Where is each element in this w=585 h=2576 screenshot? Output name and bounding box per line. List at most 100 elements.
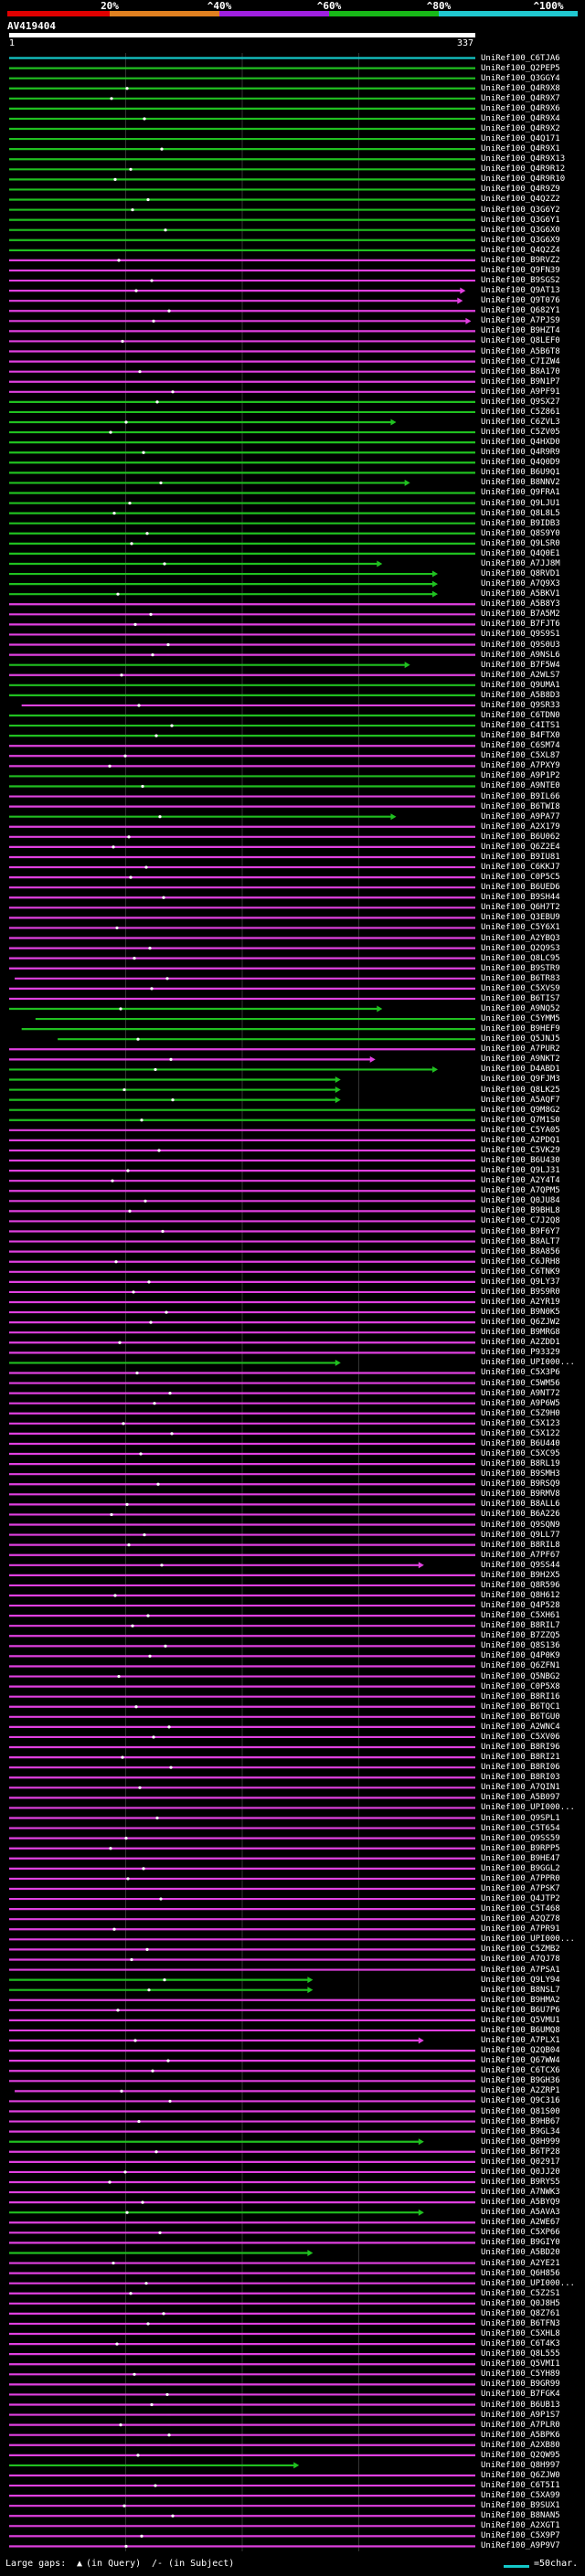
hit-label[interactable]: UniRef100_B6TFN3 (481, 2318, 560, 2328)
hit-label[interactable]: UniRef100_C6JRH8 (481, 1256, 560, 1267)
hit-label[interactable]: UniRef100_B6U062 (481, 832, 560, 842)
hit-label[interactable]: UniRef100_A2ZDD1 (481, 1338, 560, 1348)
hit-label[interactable]: UniRef100_Q4JTP2 (481, 1894, 560, 1904)
hit-label[interactable]: UniRef100_Q8Z761 (481, 2308, 560, 2318)
hit-label[interactable]: UniRef100_Q6H856 (481, 2268, 560, 2278)
hit-label[interactable]: UniRef100_B9SH44 (481, 893, 560, 903)
hit-label[interactable]: UniRef100_Q5VMI1 (481, 2359, 560, 2369)
hit-label[interactable]: UniRef100_Q8LEF0 (481, 336, 560, 346)
hit-label[interactable]: UniRef100_Q7M1S0 (481, 1115, 560, 1125)
hit-label[interactable]: UniRef100_B9HB67 (481, 2116, 560, 2126)
hit-label[interactable]: UniRef100_B6U9Q1 (481, 468, 560, 478)
hit-label[interactable]: UniRef100_D4ABD1 (481, 1065, 560, 1075)
hit-label[interactable]: UniRef100_C5ZMB2 (481, 1945, 560, 1955)
hit-label[interactable]: UniRef100_C5XHL8 (481, 2329, 560, 2339)
hit-label[interactable]: UniRef100_UPI000... (481, 1803, 575, 1813)
hit-label[interactable]: UniRef100_B4FTX0 (481, 731, 560, 741)
hit-label[interactable]: UniRef100_B7A5M2 (481, 610, 560, 620)
hit-label[interactable]: UniRef100_B6TIS7 (481, 993, 560, 1003)
hit-label[interactable]: UniRef100_B9IDB3 (481, 518, 560, 528)
hit-label[interactable]: UniRef100_C6TDN0 (481, 711, 560, 720)
hit-label[interactable]: UniRef100_B9GGL2 (481, 1863, 560, 1873)
hit-label[interactable]: UniRef100_C6TCX6 (481, 2066, 560, 2076)
hit-label[interactable]: UniRef100_A5BPK6 (481, 2430, 560, 2440)
hit-label[interactable]: UniRef100_C5Z2S1 (481, 2288, 560, 2298)
hit-label[interactable]: UniRef100_A7PR91 (481, 1924, 560, 1935)
hit-label[interactable]: UniRef100_Q682Y1 (481, 306, 560, 316)
hit-label[interactable]: UniRef100_A9NTE0 (481, 781, 560, 791)
hit-label[interactable]: UniRef100_B6U7P6 (481, 2005, 560, 2015)
hit-label[interactable]: UniRef100_Q4P0K9 (481, 1651, 560, 1661)
hit-label[interactable]: UniRef100_B6TQC1 (481, 1701, 560, 1712)
hit-label[interactable]: UniRef100_A7QIN1 (481, 1783, 560, 1793)
hit-label[interactable]: UniRef100_B6UED6 (481, 883, 560, 893)
hit-label[interactable]: UniRef100_Q9C316 (481, 2096, 560, 2106)
hit-label[interactable]: UniRef100_Q02917 (481, 2157, 560, 2167)
hit-label[interactable]: UniRef100_A2WLS7 (481, 670, 560, 680)
hit-label[interactable]: UniRef100_A2YE21 (481, 2258, 560, 2268)
hit-label[interactable]: UniRef100_B8NNV2 (481, 478, 560, 488)
hit-label[interactable]: UniRef100_Q4R9X4 (481, 113, 560, 123)
hit-label[interactable]: UniRef100_B9GL34 (481, 2126, 560, 2136)
hit-label[interactable]: UniRef100_B6UB13 (481, 2400, 560, 2410)
hit-label[interactable]: UniRef100_A7NWK3 (481, 2188, 560, 2198)
hit-label[interactable]: UniRef100_Q9S0U3 (481, 640, 560, 650)
hit-label[interactable]: UniRef100_Q4R9X1 (481, 144, 560, 154)
hit-label[interactable]: UniRef100_A2YR19 (481, 1298, 560, 1307)
hit-label[interactable]: UniRef100_B8ALL6 (481, 1500, 560, 1510)
hit-label[interactable]: UniRef100_Q8L8L5 (481, 508, 560, 518)
hit-label[interactable]: UniRef100_A5BKV1 (481, 589, 560, 599)
hit-label[interactable]: UniRef100_Q8H997 (481, 2460, 560, 2470)
hit-label[interactable]: UniRef100_B9GIY0 (481, 2238, 560, 2248)
hit-label[interactable]: UniRef100_Q4R9R12 (481, 164, 566, 175)
hit-label[interactable]: UniRef100_A5B8Y3 (481, 599, 560, 610)
hit-label[interactable]: UniRef100_B8RI96 (481, 1743, 560, 1753)
hit-label[interactable]: UniRef100_Q9UMA1 (481, 680, 560, 690)
hit-label[interactable]: UniRef100_A2WNC4 (481, 1722, 560, 1732)
hit-label[interactable]: UniRef100_Q9SPL1 (481, 1813, 560, 1823)
hit-label[interactable]: UniRef100_B9RSQ9 (481, 1479, 560, 1489)
hit-label[interactable]: UniRef100_C6TJA6 (481, 53, 560, 63)
hit-label[interactable]: UniRef100_C5YMM5 (481, 1014, 560, 1024)
hit-label[interactable]: UniRef100_B6TR83 (481, 973, 560, 983)
hit-label[interactable]: UniRef100_C0P5X8 (481, 1681, 560, 1691)
hit-label[interactable]: UniRef100_Q4R9Z9 (481, 185, 560, 195)
hit-label[interactable]: UniRef100_Q9T076 (481, 296, 560, 306)
hit-label[interactable]: UniRef100_C5XV06 (481, 1732, 560, 1742)
hit-label[interactable]: UniRef100_Q9LJU1 (481, 498, 560, 508)
hit-label[interactable]: UniRef100_Q4Q0D9 (481, 458, 560, 468)
hit-label[interactable]: UniRef100_B9RPP5 (481, 1843, 560, 1853)
hit-label[interactable]: UniRef100_Q4R9R10 (481, 175, 566, 185)
hit-label[interactable]: UniRef100_A7PSK7 (481, 1883, 560, 1893)
hit-label[interactable]: UniRef100_Q8S136 (481, 1641, 560, 1651)
hit-label[interactable]: UniRef100_Q9SX27 (481, 397, 560, 407)
hit-label[interactable]: UniRef100_Q4Q0E1 (481, 548, 560, 558)
hit-label[interactable]: UniRef100_Q9SQN9 (481, 1520, 560, 1530)
hit-label[interactable]: UniRef100_Q2Q9S3 (481, 943, 560, 953)
hit-label[interactable]: UniRef100_A9P1P2 (481, 771, 560, 781)
hit-label[interactable]: UniRef100_A2X179 (481, 822, 560, 832)
hit-label[interactable]: UniRef100_Q4Q171 (481, 134, 560, 144)
hit-label[interactable]: UniRef100_Q8LC95 (481, 953, 560, 963)
hit-label[interactable]: UniRef100_C6T4K3 (481, 2339, 560, 2349)
hit-label[interactable]: UniRef100_Q3GGY4 (481, 73, 560, 83)
hit-label[interactable]: UniRef100_Q9FN39 (481, 265, 560, 275)
hit-label[interactable]: UniRef100_Q9LY94 (481, 1975, 560, 1985)
hit-label[interactable]: UniRef100_B8RIL8 (481, 1540, 560, 1550)
hit-label[interactable]: UniRef100_Q9SR33 (481, 700, 560, 710)
hit-label[interactable]: UniRef100_A7QPM5 (481, 1186, 560, 1196)
hit-label[interactable]: UniRef100_B9BHL8 (481, 1206, 560, 1216)
hit-label[interactable]: UniRef100_B8A170 (481, 366, 560, 376)
hit-label[interactable]: UniRef100_A5BD20 (481, 2248, 560, 2258)
hit-label[interactable]: UniRef100_B9HE47 (481, 1853, 560, 1863)
hit-label[interactable]: UniRef100_Q81S00 (481, 2106, 560, 2116)
hit-label[interactable]: UniRef100_B6TGU0 (481, 1712, 560, 1722)
hit-label[interactable]: UniRef100_Q0JJ20 (481, 2167, 560, 2177)
hit-label[interactable]: UniRef100_A7PJS9 (481, 316, 560, 326)
hit-label[interactable]: UniRef100_B9RYS5 (481, 2177, 560, 2187)
hit-label[interactable]: UniRef100_Q9SS44 (481, 1560, 560, 1570)
hit-label[interactable]: UniRef100_Q9LJ31 (481, 1166, 560, 1176)
hit-label[interactable]: UniRef100_C5X9P7 (481, 2531, 560, 2541)
hit-label[interactable]: UniRef100_A2QZ78 (481, 1914, 560, 1924)
hit-label[interactable]: UniRef100_B8NAN5 (481, 2511, 560, 2521)
